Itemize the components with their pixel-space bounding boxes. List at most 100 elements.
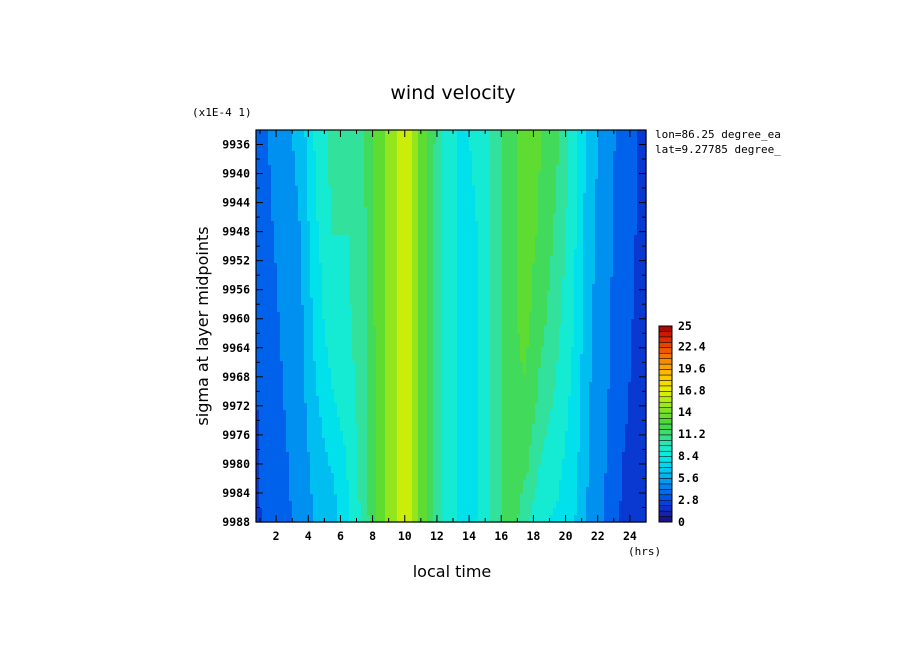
heatmap-cell xyxy=(385,186,389,194)
heatmap-cell xyxy=(550,333,554,341)
heatmap-cell xyxy=(283,214,287,222)
heatmap-cell xyxy=(472,214,476,222)
heatmap-cell xyxy=(379,144,383,152)
heatmap-cell xyxy=(382,228,386,236)
heatmap-cell xyxy=(448,172,452,180)
heatmap-cell xyxy=(601,354,605,362)
heatmap-cell xyxy=(556,249,560,257)
heatmap-cell xyxy=(430,389,434,397)
heatmap-cell xyxy=(346,193,350,201)
heatmap-cell xyxy=(634,347,638,355)
heatmap-cell xyxy=(262,326,266,334)
heatmap-cell xyxy=(529,375,533,383)
heatmap-cell xyxy=(301,270,305,278)
heatmap-cell xyxy=(367,319,371,327)
heatmap-cell xyxy=(424,375,428,383)
heatmap-cell xyxy=(334,277,338,285)
heatmap-cell xyxy=(547,277,551,285)
heatmap-cell xyxy=(322,291,326,299)
heatmap-cell xyxy=(634,200,638,208)
heatmap-cell xyxy=(385,151,389,159)
heatmap-cell xyxy=(559,130,563,138)
heatmap-cell xyxy=(475,333,479,341)
heatmap-cell xyxy=(487,221,491,229)
heatmap-cell xyxy=(601,144,605,152)
heatmap-cell xyxy=(361,242,365,250)
heatmap-cell xyxy=(508,305,512,313)
heatmap-cell xyxy=(553,375,557,383)
heatmap-cell xyxy=(412,382,416,390)
heatmap-cell xyxy=(565,158,569,166)
heatmap-cell xyxy=(457,361,461,369)
heatmap-cell xyxy=(526,298,530,306)
heatmap-cell xyxy=(499,361,503,369)
heatmap-cell xyxy=(562,291,566,299)
heatmap-cell xyxy=(523,214,527,222)
heatmap-cell xyxy=(436,214,440,222)
heatmap-cell xyxy=(265,277,269,285)
heatmap-cell xyxy=(601,312,605,320)
heatmap-cell xyxy=(631,214,635,222)
heatmap-cell xyxy=(403,221,407,229)
heatmap-cell xyxy=(475,347,479,355)
heatmap-cell xyxy=(577,221,581,229)
heatmap-cell xyxy=(292,284,296,292)
heatmap-cell xyxy=(628,158,632,166)
heatmap-cell xyxy=(628,214,632,222)
heatmap-cell xyxy=(289,200,293,208)
heatmap-cell xyxy=(625,151,629,159)
heatmap-cell xyxy=(487,200,491,208)
heatmap-cell xyxy=(565,242,569,250)
heatmap-cell xyxy=(445,319,449,327)
heatmap-cell xyxy=(607,277,611,285)
heatmap-cell xyxy=(334,235,338,243)
heatmap-cell xyxy=(571,284,575,292)
heatmap-cell xyxy=(592,340,596,348)
heatmap-cell xyxy=(457,151,461,159)
heatmap-cell xyxy=(367,158,371,166)
heatmap-cell xyxy=(484,347,488,355)
heatmap-cell xyxy=(529,179,533,187)
heatmap-cell xyxy=(286,235,290,243)
heatmap-cell xyxy=(400,361,404,369)
heatmap-cell xyxy=(262,319,266,327)
heatmap-cell xyxy=(331,291,335,299)
heatmap-cell xyxy=(418,193,422,201)
heatmap-cell xyxy=(484,214,488,222)
heatmap-cell xyxy=(391,228,395,236)
heatmap-cell xyxy=(445,389,449,397)
heatmap-cell xyxy=(400,305,404,313)
heatmap-cell xyxy=(316,130,320,138)
heatmap-cell xyxy=(574,214,578,222)
heatmap-cell xyxy=(514,291,518,299)
heatmap-cell xyxy=(598,256,602,264)
heatmap-cell xyxy=(385,193,389,201)
heatmap-cell xyxy=(349,193,353,201)
heatmap-cell xyxy=(541,312,545,320)
heatmap-cell xyxy=(478,235,482,243)
heatmap-cell xyxy=(421,165,425,173)
heatmap-cell xyxy=(529,165,533,173)
heatmap-cell xyxy=(481,200,485,208)
heatmap-cell xyxy=(484,158,488,166)
heatmap-cell xyxy=(343,214,347,222)
heatmap-cell xyxy=(466,389,470,397)
heatmap-cell xyxy=(616,368,620,376)
heatmap-cell xyxy=(292,361,296,369)
heatmap-cell xyxy=(418,172,422,180)
heatmap-cell xyxy=(580,277,584,285)
heatmap-cell xyxy=(367,277,371,285)
heatmap-cell xyxy=(346,291,350,299)
heatmap-cell xyxy=(643,382,647,390)
heatmap-cell xyxy=(391,144,395,152)
heatmap-cell xyxy=(322,305,326,313)
heatmap-cell xyxy=(532,298,536,306)
heatmap-cell xyxy=(631,137,635,145)
heatmap-cell xyxy=(349,298,353,306)
heatmap-cell xyxy=(568,326,572,334)
heatmap-cell xyxy=(436,340,440,348)
heatmap-cell xyxy=(277,200,281,208)
heatmap-cell xyxy=(475,326,479,334)
heatmap-cell xyxy=(481,382,485,390)
heatmap-cell xyxy=(595,347,599,355)
